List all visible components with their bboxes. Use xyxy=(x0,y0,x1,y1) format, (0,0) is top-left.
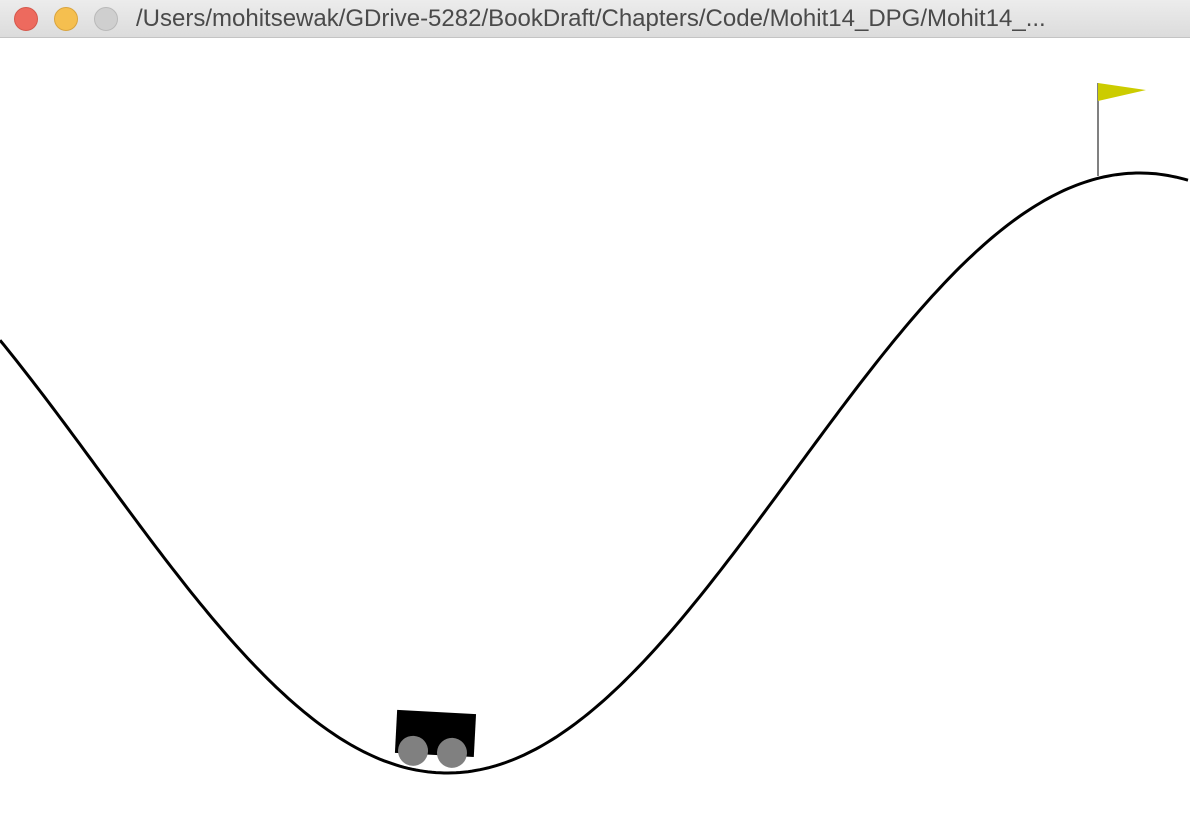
minimize-button[interactable] xyxy=(54,7,78,31)
title-bar[interactable]: /Users/mohitsewak/GDrive-5282/BookDraft/… xyxy=(0,0,1190,38)
goal-flag xyxy=(1098,83,1146,101)
scene-background xyxy=(0,38,1190,832)
mountain-car-scene xyxy=(0,38,1190,832)
car xyxy=(394,709,477,768)
render-canvas xyxy=(0,38,1190,832)
zoom-button[interactable] xyxy=(94,7,118,31)
car-wheel-rear xyxy=(398,735,429,766)
mountain-track xyxy=(0,171,1189,775)
car-wheel-front xyxy=(436,737,467,768)
window-title: /Users/mohitsewak/GDrive-5282/BookDraft/… xyxy=(136,5,1046,32)
close-button[interactable] xyxy=(14,7,38,31)
